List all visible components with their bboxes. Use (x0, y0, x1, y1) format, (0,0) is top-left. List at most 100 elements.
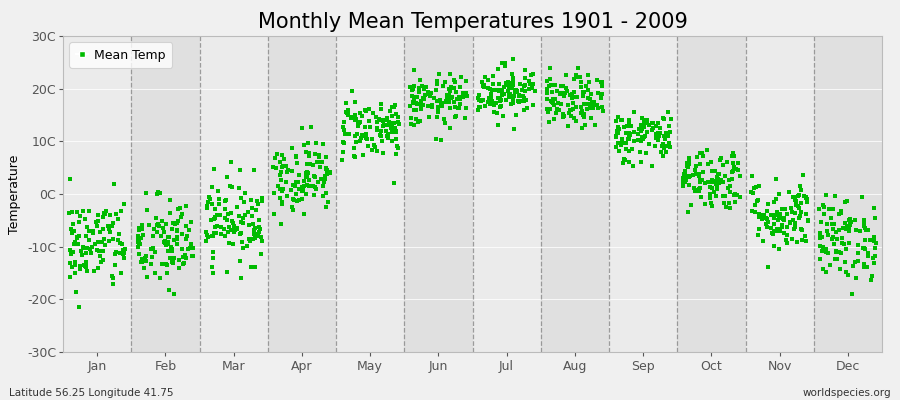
Point (370, 125, 384, 131)
Point (117, 250, 131, 256)
Point (827, 193, 842, 199)
Point (822, 206, 836, 212)
Point (517, 95, 531, 101)
Point (575, 124, 590, 131)
Point (274, 188, 289, 194)
Point (285, 182, 300, 188)
Point (365, 110, 380, 116)
Point (683, 202, 698, 208)
Point (200, 205, 214, 211)
Point (451, 105, 465, 111)
Point (471, 95, 485, 102)
Point (296, 187, 310, 193)
Point (760, 224, 775, 230)
Point (105, 275, 120, 281)
Point (752, 232, 766, 239)
Point (540, 90, 554, 96)
Point (230, 225, 244, 232)
Point (493, 97, 508, 104)
Point (220, 216, 234, 223)
Point (355, 131, 369, 138)
Point (355, 112, 369, 119)
Point (653, 130, 668, 137)
Point (146, 245, 160, 251)
Point (65, 208, 79, 215)
Point (766, 231, 780, 237)
Point (689, 162, 704, 169)
Point (139, 253, 153, 260)
Point (540, 96, 554, 103)
Point (633, 126, 647, 132)
Point (560, 87, 574, 94)
Point (725, 150, 740, 156)
Point (581, 86, 596, 93)
Point (657, 116, 671, 122)
Point (689, 186, 704, 193)
Point (793, 213, 807, 220)
Point (755, 212, 770, 218)
Point (226, 220, 240, 227)
Point (169, 220, 184, 226)
Point (72, 219, 86, 225)
Point (318, 173, 332, 179)
Point (651, 130, 665, 136)
Point (384, 124, 399, 131)
Point (698, 201, 712, 208)
Point (626, 163, 641, 169)
Point (307, 192, 321, 199)
Point (300, 161, 314, 168)
Point (206, 166, 220, 172)
Point (507, 93, 521, 99)
Point (413, 77, 428, 84)
Point (199, 228, 213, 235)
Point (242, 236, 256, 242)
Point (502, 84, 517, 90)
Point (391, 113, 405, 120)
Point (420, 88, 435, 95)
Point (164, 244, 178, 250)
Point (106, 280, 121, 287)
Point (139, 258, 153, 264)
Point (526, 81, 540, 87)
Point (569, 104, 583, 110)
Point (234, 195, 248, 201)
Point (484, 98, 499, 104)
Point (801, 218, 815, 224)
Point (97, 210, 112, 216)
Point (590, 104, 605, 111)
Point (430, 98, 445, 104)
Bar (131, 36, 200, 352)
Point (710, 170, 724, 177)
Point (131, 240, 146, 247)
Point (570, 93, 584, 100)
Point (392, 121, 406, 127)
Point (440, 93, 454, 100)
Point (634, 122, 648, 128)
Point (68, 270, 82, 276)
Point (505, 84, 519, 90)
Point (358, 131, 373, 137)
Point (834, 210, 849, 216)
Point (131, 233, 146, 239)
Point (720, 159, 734, 166)
Point (362, 118, 376, 124)
Point (285, 168, 300, 174)
Point (237, 199, 251, 206)
Point (477, 82, 491, 88)
Point (338, 131, 353, 137)
Point (374, 101, 389, 107)
Point (387, 180, 401, 186)
Point (814, 219, 828, 225)
Point (62, 247, 77, 253)
Point (475, 79, 490, 85)
Point (527, 88, 542, 94)
Point (582, 78, 597, 85)
Point (302, 153, 317, 159)
Point (829, 249, 843, 256)
Point (792, 205, 806, 212)
Point (755, 216, 770, 222)
Point (206, 254, 220, 261)
Point (691, 173, 706, 179)
Point (403, 84, 418, 90)
Point (777, 215, 791, 221)
